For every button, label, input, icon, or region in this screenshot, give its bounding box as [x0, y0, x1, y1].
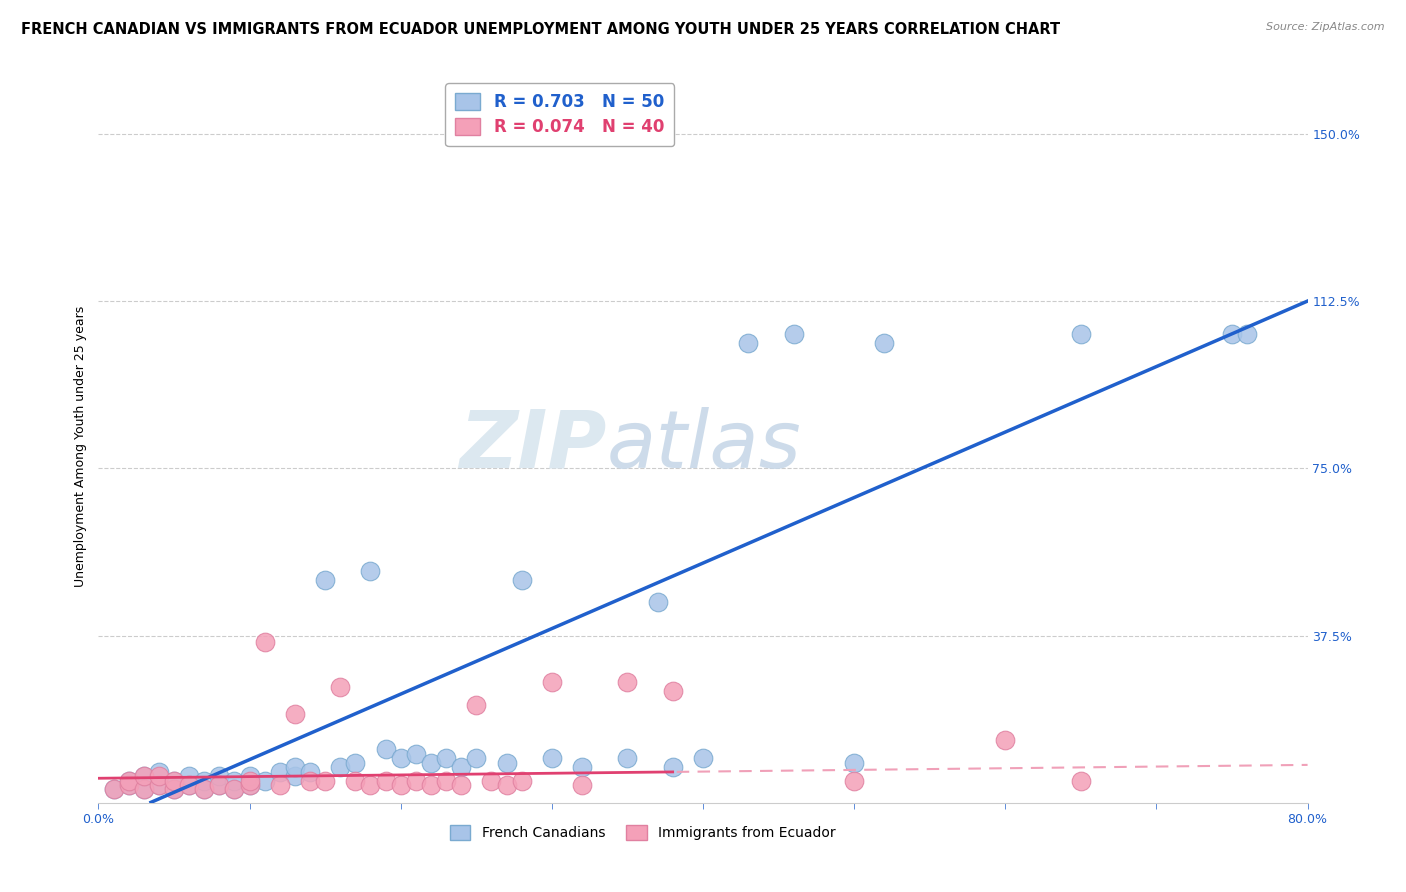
Point — [481, 773, 503, 788]
Point — [193, 782, 215, 797]
Point — [103, 782, 125, 797]
Point — [284, 760, 307, 774]
Point — [299, 773, 322, 788]
Point — [571, 778, 593, 792]
Point — [844, 773, 866, 788]
Point — [405, 773, 427, 788]
Point — [132, 782, 155, 797]
Point — [465, 751, 488, 765]
Point — [510, 573, 533, 587]
Point — [1236, 327, 1258, 342]
Point — [374, 742, 396, 756]
Point — [239, 778, 262, 792]
Point — [465, 698, 488, 712]
Point — [571, 760, 593, 774]
Point — [420, 756, 443, 770]
Point — [1220, 327, 1243, 342]
Point — [450, 760, 472, 774]
Point — [224, 782, 246, 797]
Point — [118, 773, 141, 788]
Point — [103, 782, 125, 797]
Point — [314, 573, 336, 587]
Point — [269, 764, 291, 779]
Text: atlas: atlas — [606, 407, 801, 485]
Point — [163, 773, 186, 788]
Point — [360, 564, 382, 578]
Point — [148, 764, 170, 779]
Point — [616, 675, 638, 690]
Point — [132, 782, 155, 797]
Point — [360, 778, 382, 792]
Point — [434, 773, 457, 788]
Point — [737, 336, 759, 351]
Point — [132, 769, 155, 783]
Point — [1070, 327, 1092, 342]
Point — [148, 778, 170, 792]
Point — [253, 773, 276, 788]
Point — [193, 782, 215, 797]
Point — [118, 773, 141, 788]
Point — [224, 782, 246, 797]
Point — [284, 769, 307, 783]
Point — [495, 778, 517, 792]
Point — [239, 769, 262, 783]
Point — [389, 751, 412, 765]
Point — [450, 778, 472, 792]
Point — [616, 751, 638, 765]
Point — [208, 769, 231, 783]
Point — [540, 675, 562, 690]
Point — [239, 773, 262, 788]
Point — [193, 773, 215, 788]
Point — [495, 756, 517, 770]
Point — [344, 773, 367, 788]
Point — [118, 778, 141, 792]
Legend: French Canadians, Immigrants from Ecuador: French Canadians, Immigrants from Ecuado… — [444, 820, 841, 846]
Point — [405, 747, 427, 761]
Point — [253, 635, 276, 649]
Point — [132, 769, 155, 783]
Point — [692, 751, 714, 765]
Point — [179, 778, 201, 792]
Text: Source: ZipAtlas.com: Source: ZipAtlas.com — [1267, 22, 1385, 32]
Point — [389, 778, 412, 792]
Point — [314, 773, 336, 788]
Point — [540, 751, 562, 765]
Point — [299, 764, 322, 779]
Text: ZIP: ZIP — [458, 407, 606, 485]
Point — [284, 706, 307, 721]
Point — [179, 778, 201, 792]
Point — [647, 595, 669, 609]
Point — [208, 778, 231, 792]
Point — [148, 769, 170, 783]
Point — [661, 760, 683, 774]
Point — [374, 773, 396, 788]
Point — [420, 778, 443, 792]
Point — [434, 751, 457, 765]
Point — [783, 327, 806, 342]
Y-axis label: Unemployment Among Youth under 25 years: Unemployment Among Youth under 25 years — [75, 305, 87, 587]
Point — [163, 773, 186, 788]
Point — [661, 684, 683, 698]
Point — [844, 756, 866, 770]
Point — [510, 773, 533, 788]
Point — [239, 778, 262, 792]
Point — [148, 778, 170, 792]
Point — [208, 778, 231, 792]
Point — [1070, 773, 1092, 788]
Point — [118, 778, 141, 792]
Point — [269, 778, 291, 792]
Point — [163, 782, 186, 797]
Point — [163, 782, 186, 797]
Point — [873, 336, 896, 351]
Text: FRENCH CANADIAN VS IMMIGRANTS FROM ECUADOR UNEMPLOYMENT AMONG YOUTH UNDER 25 YEA: FRENCH CANADIAN VS IMMIGRANTS FROM ECUAD… — [21, 22, 1060, 37]
Point — [329, 760, 352, 774]
Point — [224, 773, 246, 788]
Point — [179, 769, 201, 783]
Point — [344, 756, 367, 770]
Point — [329, 680, 352, 694]
Point — [994, 733, 1017, 747]
